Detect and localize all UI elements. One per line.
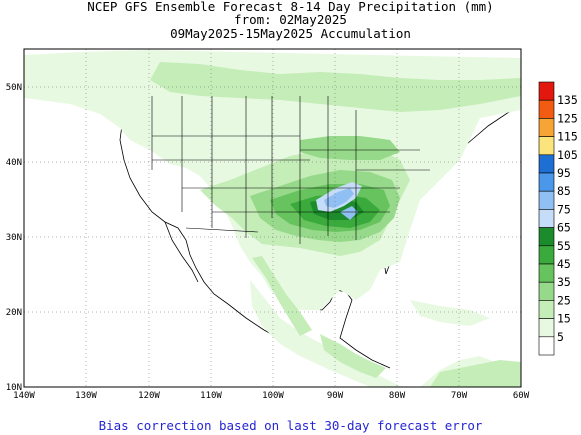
legend-swatch — [538, 245, 555, 265]
legend-swatch — [538, 209, 555, 228]
borders — [151, 96, 430, 244]
legend-swatch — [538, 172, 555, 192]
lat-tick: 40N — [6, 158, 22, 168]
lon-tick: 120W — [138, 391, 160, 401]
legend-label: 15 — [557, 312, 571, 326]
legend-swatch — [538, 318, 555, 338]
lon-tick: 130W — [75, 391, 97, 401]
legend-label: 75 — [557, 202, 571, 216]
longitude-ticks: 140W 130W 120W 110W 100W 90W 80W 70W 60W — [13, 391, 530, 401]
lat-tick: 10N — [6, 383, 22, 393]
legend-label: 105 — [557, 148, 578, 162]
legend-label: 35 — [557, 275, 571, 289]
legend-swatch — [538, 300, 555, 319]
legend-swatch — [538, 281, 555, 301]
lon-tick: 110W — [200, 391, 222, 401]
legend-label: 55 — [557, 239, 571, 253]
lon-tick: 140W — [13, 391, 35, 401]
legend-label: 115 — [557, 130, 578, 144]
legend-label: 95 — [557, 166, 571, 180]
lon-tick: 100W — [262, 391, 284, 401]
legend-swatch — [538, 81, 555, 101]
lon-tick: 60W — [513, 391, 530, 401]
legend-label: 85 — [557, 184, 571, 198]
legend-swatch — [538, 263, 555, 283]
legend-colorbar: 135 125 115 105 95 85 75 65 55 45 35 25 15 5 — [538, 81, 578, 356]
accumulation-period: 09May2025-15May2025 Accumulation — [170, 26, 411, 41]
legend-swatch — [538, 336, 555, 356]
latitude-ticks: 10N 20N 30N 40N 50N — [6, 83, 22, 393]
bias-correction-note: Bias correction based on last 30-day for… — [98, 418, 483, 433]
legend-swatch — [538, 227, 555, 247]
lon-tick: 90W — [327, 391, 344, 401]
legend-label: 5 — [557, 330, 564, 344]
lon-tick: 70W — [451, 391, 468, 401]
map-frame — [23, 48, 522, 388]
legend-label: 135 — [557, 93, 578, 107]
lon-tick: 80W — [389, 391, 406, 401]
legend-swatch — [538, 99, 555, 119]
lat-tick: 50N — [6, 83, 22, 93]
forecast-start-date: from: 02May2025 — [234, 12, 347, 27]
legend-swatch — [538, 118, 555, 137]
legend-label: 25 — [557, 293, 571, 307]
legend-label: 125 — [557, 111, 578, 125]
legend-swatch — [538, 154, 555, 174]
lat-tick: 30N — [6, 233, 22, 243]
legend-label: 45 — [557, 257, 571, 271]
lat-tick: 20N — [6, 308, 22, 318]
legend-swatch — [538, 136, 555, 156]
legend-label: 65 — [557, 221, 571, 235]
graticule — [24, 49, 521, 387]
legend-swatch — [538, 190, 555, 210]
map-title: NCEP GFS Ensemble Forecast 8-14 Day Prec… — [87, 0, 494, 14]
